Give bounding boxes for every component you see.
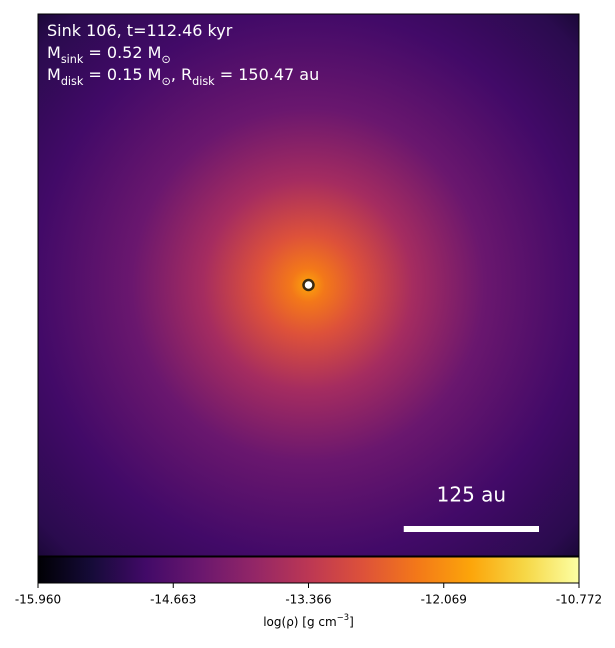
- text-part: log(ρ) [g cm: [263, 615, 337, 629]
- text-script: disk: [192, 75, 215, 88]
- rich-text: Msink = 0.52 M⊙: [47, 43, 171, 66]
- colorbar-tick-label: -14.663: [150, 593, 196, 607]
- rich-text: Sink 106, t=112.46 kyr: [47, 21, 233, 40]
- text-part: = 0.15 M: [83, 65, 161, 84]
- text-script: ⊙: [161, 75, 170, 88]
- text-script: −3: [337, 612, 349, 622]
- sink-marker: [302, 278, 315, 292]
- text-part: Sink 106, t=112.46 kyr: [47, 21, 233, 40]
- colorbar-tick-label: -12.069: [421, 593, 467, 607]
- scale-bar-label: 125 au: [437, 483, 506, 507]
- colorbar-tick-label: -15.960: [15, 593, 61, 607]
- text-script: sink: [61, 53, 84, 66]
- text-part: = 150.47 au: [215, 65, 320, 84]
- colorbar-tick-label: -13.366: [285, 593, 331, 607]
- text-part: M: [47, 43, 61, 62]
- rich-text: log(ρ) [g cm−3]: [263, 612, 354, 629]
- text-part: = 0.52 M: [83, 43, 161, 62]
- rich-text: Mdisk = 0.15 M⊙, Rdisk = 150.47 au: [47, 65, 319, 88]
- scale-bar: [403, 526, 539, 532]
- frame: [37, 13, 580, 557]
- text-script: ⊙: [161, 53, 170, 66]
- text-part: ]: [349, 615, 354, 629]
- colorbar-tick-label: -10.772: [556, 593, 602, 607]
- text-part: , R: [171, 65, 192, 84]
- text-part: M: [47, 65, 61, 84]
- colorbar: [37, 556, 580, 584]
- text-script: disk: [61, 75, 84, 88]
